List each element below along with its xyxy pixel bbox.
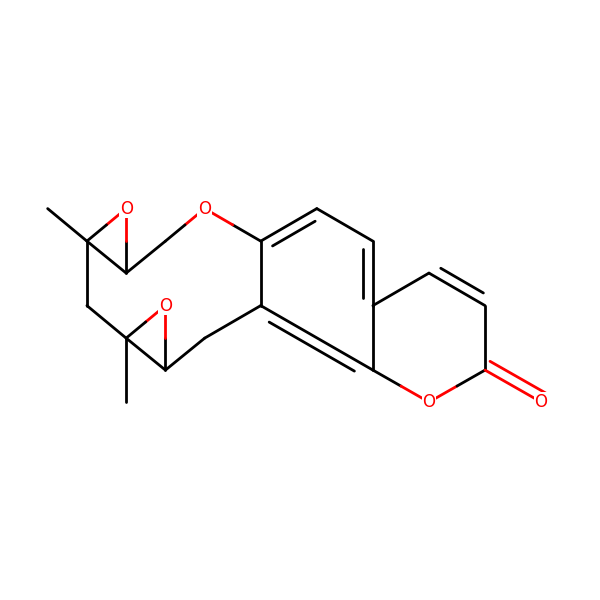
Text: O: O [159, 296, 172, 314]
Text: O: O [422, 393, 436, 411]
Text: O: O [535, 393, 548, 411]
Text: O: O [119, 200, 133, 218]
Text: O: O [198, 200, 211, 218]
